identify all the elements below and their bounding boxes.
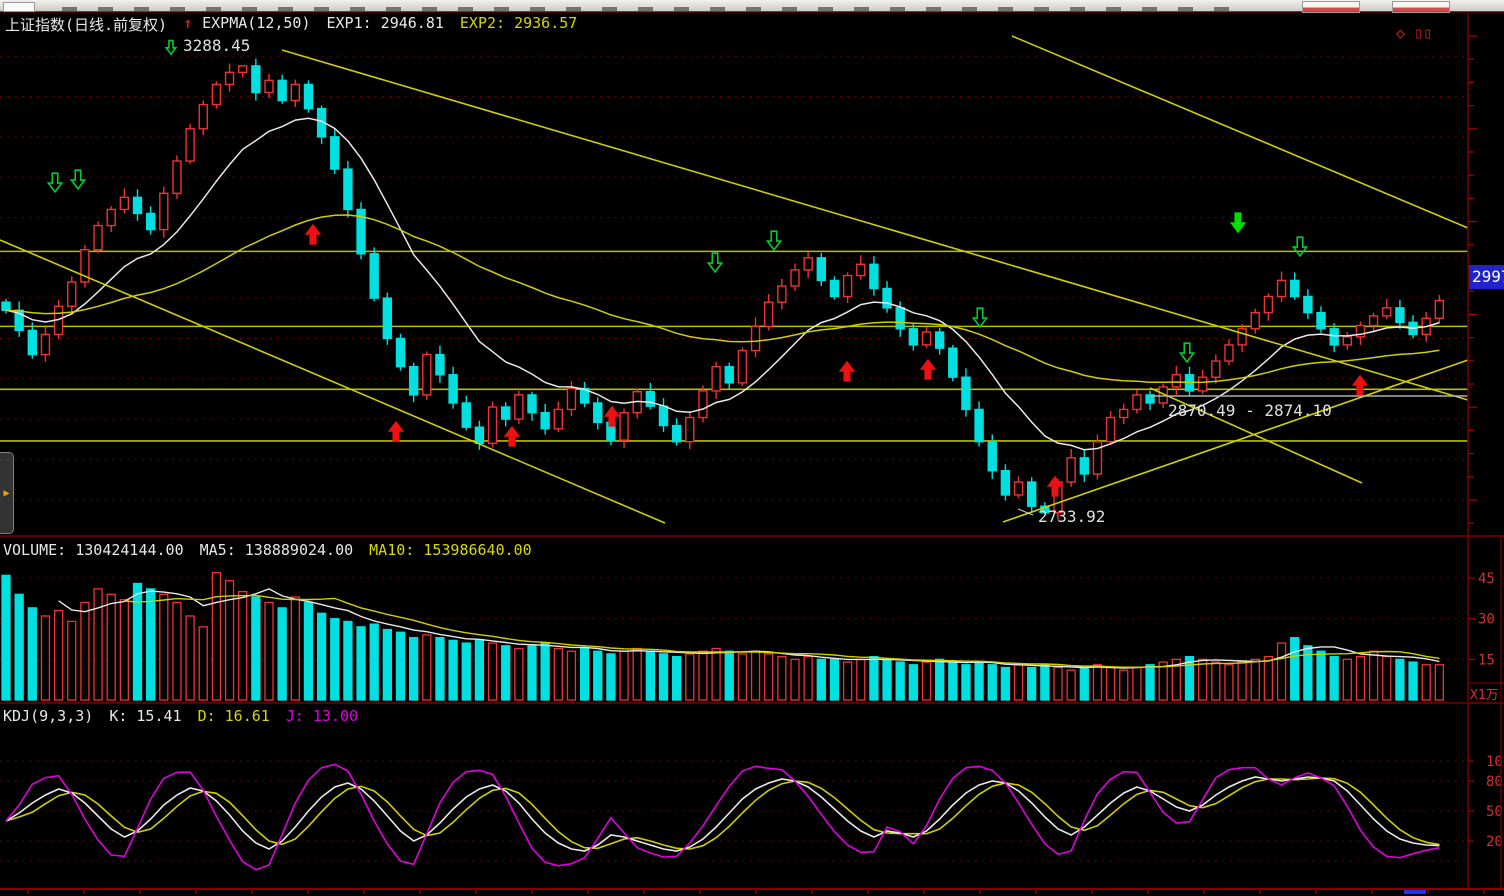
svg-text:45: 45 [1478, 571, 1495, 587]
svg-text:80: 80 [1486, 774, 1503, 790]
exp1-value: EXP1: 2946.81 [326, 14, 444, 32]
svg-text:2733.92: 2733.92 [1038, 507, 1105, 526]
svg-text:X1万: X1万 [1470, 688, 1499, 703]
indicator-name: EXPMA(12,50) [202, 14, 311, 32]
kdj-k-value: K: 15.41 [109, 707, 182, 725]
up-arrow-icon: ↑ [183, 14, 193, 32]
app-icon [3, 2, 35, 12]
svg-text:20: 20 [1486, 834, 1503, 850]
svg-text:50: 50 [1486, 804, 1503, 820]
diamond-icon[interactable]: ◇ [1396, 24, 1406, 42]
volume-ma5: MA5: 138889024.00 [199, 541, 354, 559]
kdj-d-value: D: 16.61 [197, 707, 270, 725]
menu-items-cropped [62, 7, 1242, 11]
menu-bar[interactable] [0, 0, 1504, 13]
chart-corner-toolbar: ◇ ▯▯ [1396, 24, 1432, 42]
svg-text:15: 15 [1478, 652, 1495, 668]
kdj-name: KDJ(9,3,3) [3, 707, 94, 725]
svg-text:2870.49 - 2874.10: 2870.49 - 2874.10 [1168, 401, 1332, 420]
panel-expander-tab[interactable]: ▶ [0, 452, 14, 534]
exp2-value: EXP2: 2936.57 [459, 14, 578, 32]
svg-text:3288.45: 3288.45 [183, 36, 250, 55]
hot-button-left[interactable] [1302, 1, 1360, 13]
volume-header: VOLUME: 130424144.00 MA5: 138889024.00 M… [3, 541, 532, 559]
tile-windows-icon[interactable]: ▯▯ [1414, 24, 1433, 42]
volume-value: VOLUME: 130424144.00 [3, 541, 184, 559]
symbol-title: 上证指数(日线.前复权) [5, 16, 168, 34]
kdj-header: KDJ(9,3,3) K: 15.41 D: 16.61 J: 13.00 [3, 707, 358, 725]
volume-ma10: MA10: 153986640.00 [369, 541, 532, 559]
expand-arrow-icon: ▶ [3, 487, 10, 499]
svg-text:30: 30 [1478, 612, 1495, 628]
svg-text:100: 100 [1486, 754, 1504, 770]
hot-button-right[interactable] [1392, 1, 1450, 13]
kdj-j-value: J: 13.00 [285, 707, 359, 725]
main-chart-header: 上证指数(日线.前复权) ↑ EXPMA(12,50) EXP1: 2946.8… [5, 14, 577, 35]
last-price-tag: 2997 [1469, 265, 1504, 289]
